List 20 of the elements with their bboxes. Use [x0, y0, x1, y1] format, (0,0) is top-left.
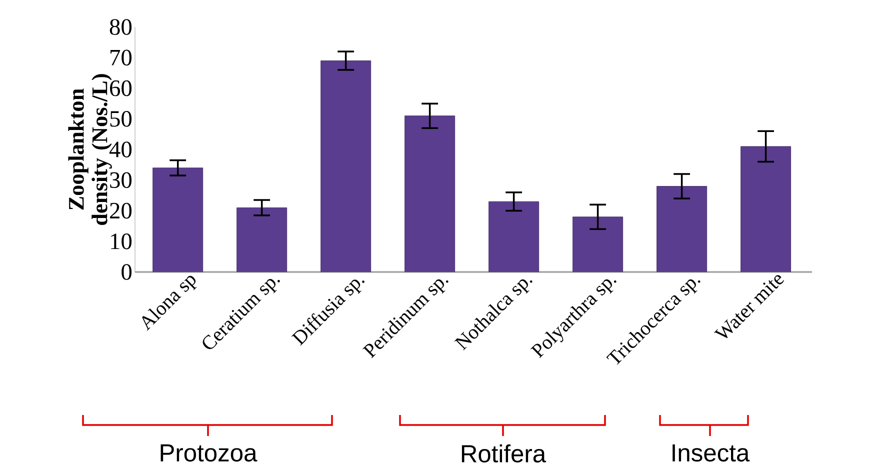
y-tick-label: 80 — [110, 19, 132, 35]
bar — [404, 116, 456, 272]
y-tick-label: 70 — [110, 50, 132, 66]
y-tick-label: 30 — [110, 172, 132, 188]
text: Insecta — [672, 444, 750, 462]
bar — [152, 168, 204, 272]
bar — [488, 201, 540, 272]
y-tick-label: 60 — [110, 80, 132, 96]
y-tick-label: 0 — [122, 264, 132, 280]
bar — [740, 146, 792, 272]
y-tick-label: 20 — [110, 202, 132, 219]
y-tick-label: 40 — [109, 142, 132, 158]
bar — [656, 186, 708, 272]
bar — [236, 207, 288, 272]
bar — [320, 60, 372, 272]
y-tick-label: 50 — [110, 110, 132, 127]
text: Protozoa — [160, 444, 258, 462]
text: Rotifera — [462, 444, 546, 462]
bar — [572, 216, 624, 272]
y-tick-label: 10 — [111, 233, 132, 250]
